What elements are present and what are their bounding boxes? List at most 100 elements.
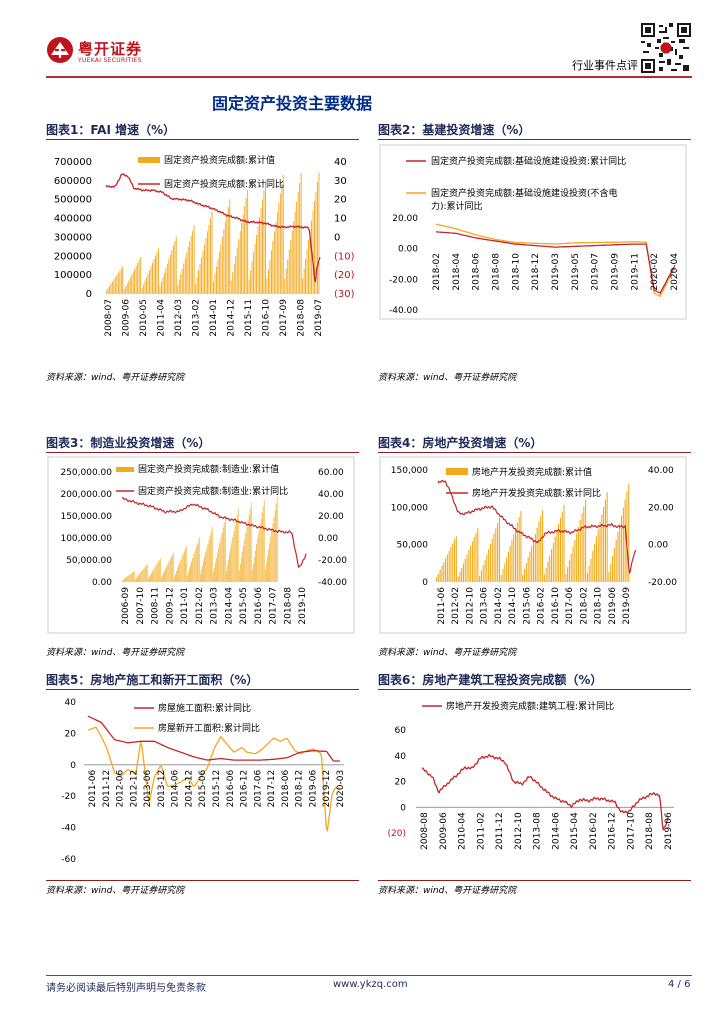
- bar: [266, 562, 267, 582]
- x-tick-label: 2019-11: [630, 253, 640, 291]
- bar: [210, 531, 212, 583]
- bar: [274, 510, 276, 582]
- bar: [122, 266, 124, 294]
- panel-title: 图表1：FAI 增速（%）: [46, 123, 176, 137]
- bar: [619, 523, 621, 582]
- x-tick-label: 2011-06: [437, 587, 447, 625]
- x-tick-label: 2014-12: [184, 770, 194, 808]
- bar: [491, 538, 493, 582]
- bar: [156, 252, 158, 294]
- bar: [194, 551, 196, 582]
- bar: [318, 172, 320, 294]
- bar: [140, 572, 142, 582]
- x-tick-label: 2016-06: [254, 587, 264, 625]
- y-tick-label: 0: [400, 803, 406, 813]
- bar: [513, 534, 515, 582]
- bar: [109, 286, 110, 294]
- bar: [599, 521, 601, 582]
- bar: [545, 568, 547, 582]
- bar: [252, 569, 253, 582]
- bar: [196, 544, 198, 582]
- bar: [452, 543, 454, 582]
- bar: [107, 288, 109, 294]
- bar: [202, 565, 203, 583]
- bar: [221, 236, 223, 294]
- bar: [235, 255, 237, 294]
- footer-website-link[interactable]: www.ykzq.com: [333, 979, 408, 990]
- bar: [563, 505, 565, 582]
- bar: [615, 539, 617, 582]
- bar: [184, 257, 186, 294]
- chart-real-estate: 150,000 100,000 50,000 0 40.00 20.00 0.00 -20.0…: [379, 456, 687, 634]
- bar: [134, 268, 136, 294]
- bar: [558, 524, 560, 582]
- bar: [579, 520, 581, 582]
- y-tick-label: (20): [388, 829, 406, 839]
- chart-mfg: 250,000.00 200,000.00 150,000.00 100,000.00…: [47, 456, 355, 634]
- bar: [441, 566, 443, 582]
- x-tick-label: 2013-03: [210, 587, 220, 625]
- y-tick-label: 20.00: [318, 512, 344, 522]
- bar: [626, 491, 628, 582]
- bar: [224, 517, 226, 582]
- panel-rule: [46, 452, 359, 453]
- bar: [183, 263, 185, 294]
- bar: [542, 510, 544, 582]
- legend-swatch-bar: [446, 468, 468, 475]
- bar: [511, 540, 513, 582]
- bar: [192, 557, 194, 582]
- panel-rule: [378, 689, 691, 690]
- x-tick-label: 2012-10: [466, 587, 476, 625]
- y-tick-label: 150,000: [391, 466, 428, 476]
- bar: [617, 531, 619, 582]
- bar: [268, 269, 269, 294]
- x-tick-label: 2019-06: [308, 770, 318, 808]
- bar: [461, 567, 463, 582]
- bar: [246, 527, 248, 582]
- bar: [144, 566, 146, 582]
- logo-name-en: YUEKAI SECURITIES: [78, 57, 142, 64]
- bar: [502, 569, 504, 582]
- x-tick-label: 2019-03: [551, 253, 561, 291]
- y-tick-label: 0: [86, 289, 92, 300]
- y-tick-label: 0: [70, 761, 76, 771]
- bar: [189, 241, 191, 294]
- panel-title: 图表6：房地产建筑工程投资完成额（%）: [378, 673, 603, 687]
- bar: [180, 559, 182, 582]
- bar: [296, 201, 298, 294]
- bar: [271, 250, 272, 294]
- x-tick-label: 2018-06: [281, 770, 291, 808]
- bar: [303, 268, 305, 294]
- bar: [186, 252, 188, 294]
- bar: [265, 569, 266, 582]
- legend-label-new-starts: 房屋新开工面积:累计同比: [158, 722, 260, 734]
- bar: [205, 552, 207, 582]
- x-tick-label: 2020-04: [670, 253, 680, 291]
- series-line-infra: [435, 231, 675, 294]
- x-tick-label: 2011-12: [102, 770, 112, 808]
- panel-construction: 图表6：房地产建筑工程投资完成额（%） 60 40 20 0 (20) 房地产开发投资完成…: [378, 671, 691, 899]
- bar: [576, 533, 578, 582]
- legend-label-infra-ex-power-cont: 力):累计同比: [431, 200, 483, 212]
- panel-title: 图表5：房地产施工和新开工面积（%）: [46, 673, 259, 687]
- bar: [534, 533, 536, 582]
- bar: [222, 527, 224, 582]
- bar: [193, 225, 195, 294]
- x-tick-label: 2018-10: [511, 253, 521, 291]
- source-note: 资料来源：wind、粤开证券研究院: [378, 648, 517, 658]
- bar: [294, 211, 296, 294]
- bar: [122, 580, 123, 582]
- bar: [240, 563, 241, 582]
- bar: [238, 239, 240, 294]
- bar: [190, 564, 191, 582]
- legend-swatch-bar: [138, 157, 160, 163]
- bar: [317, 182, 318, 294]
- bar: [583, 506, 585, 582]
- bar: [136, 577, 137, 582]
- bar: [495, 528, 497, 582]
- y-tick-label: 20.00: [392, 214, 418, 224]
- bar: [247, 520, 249, 582]
- y-tick-label: -40: [61, 824, 76, 834]
- bar: [504, 563, 506, 582]
- bar: [297, 192, 299, 294]
